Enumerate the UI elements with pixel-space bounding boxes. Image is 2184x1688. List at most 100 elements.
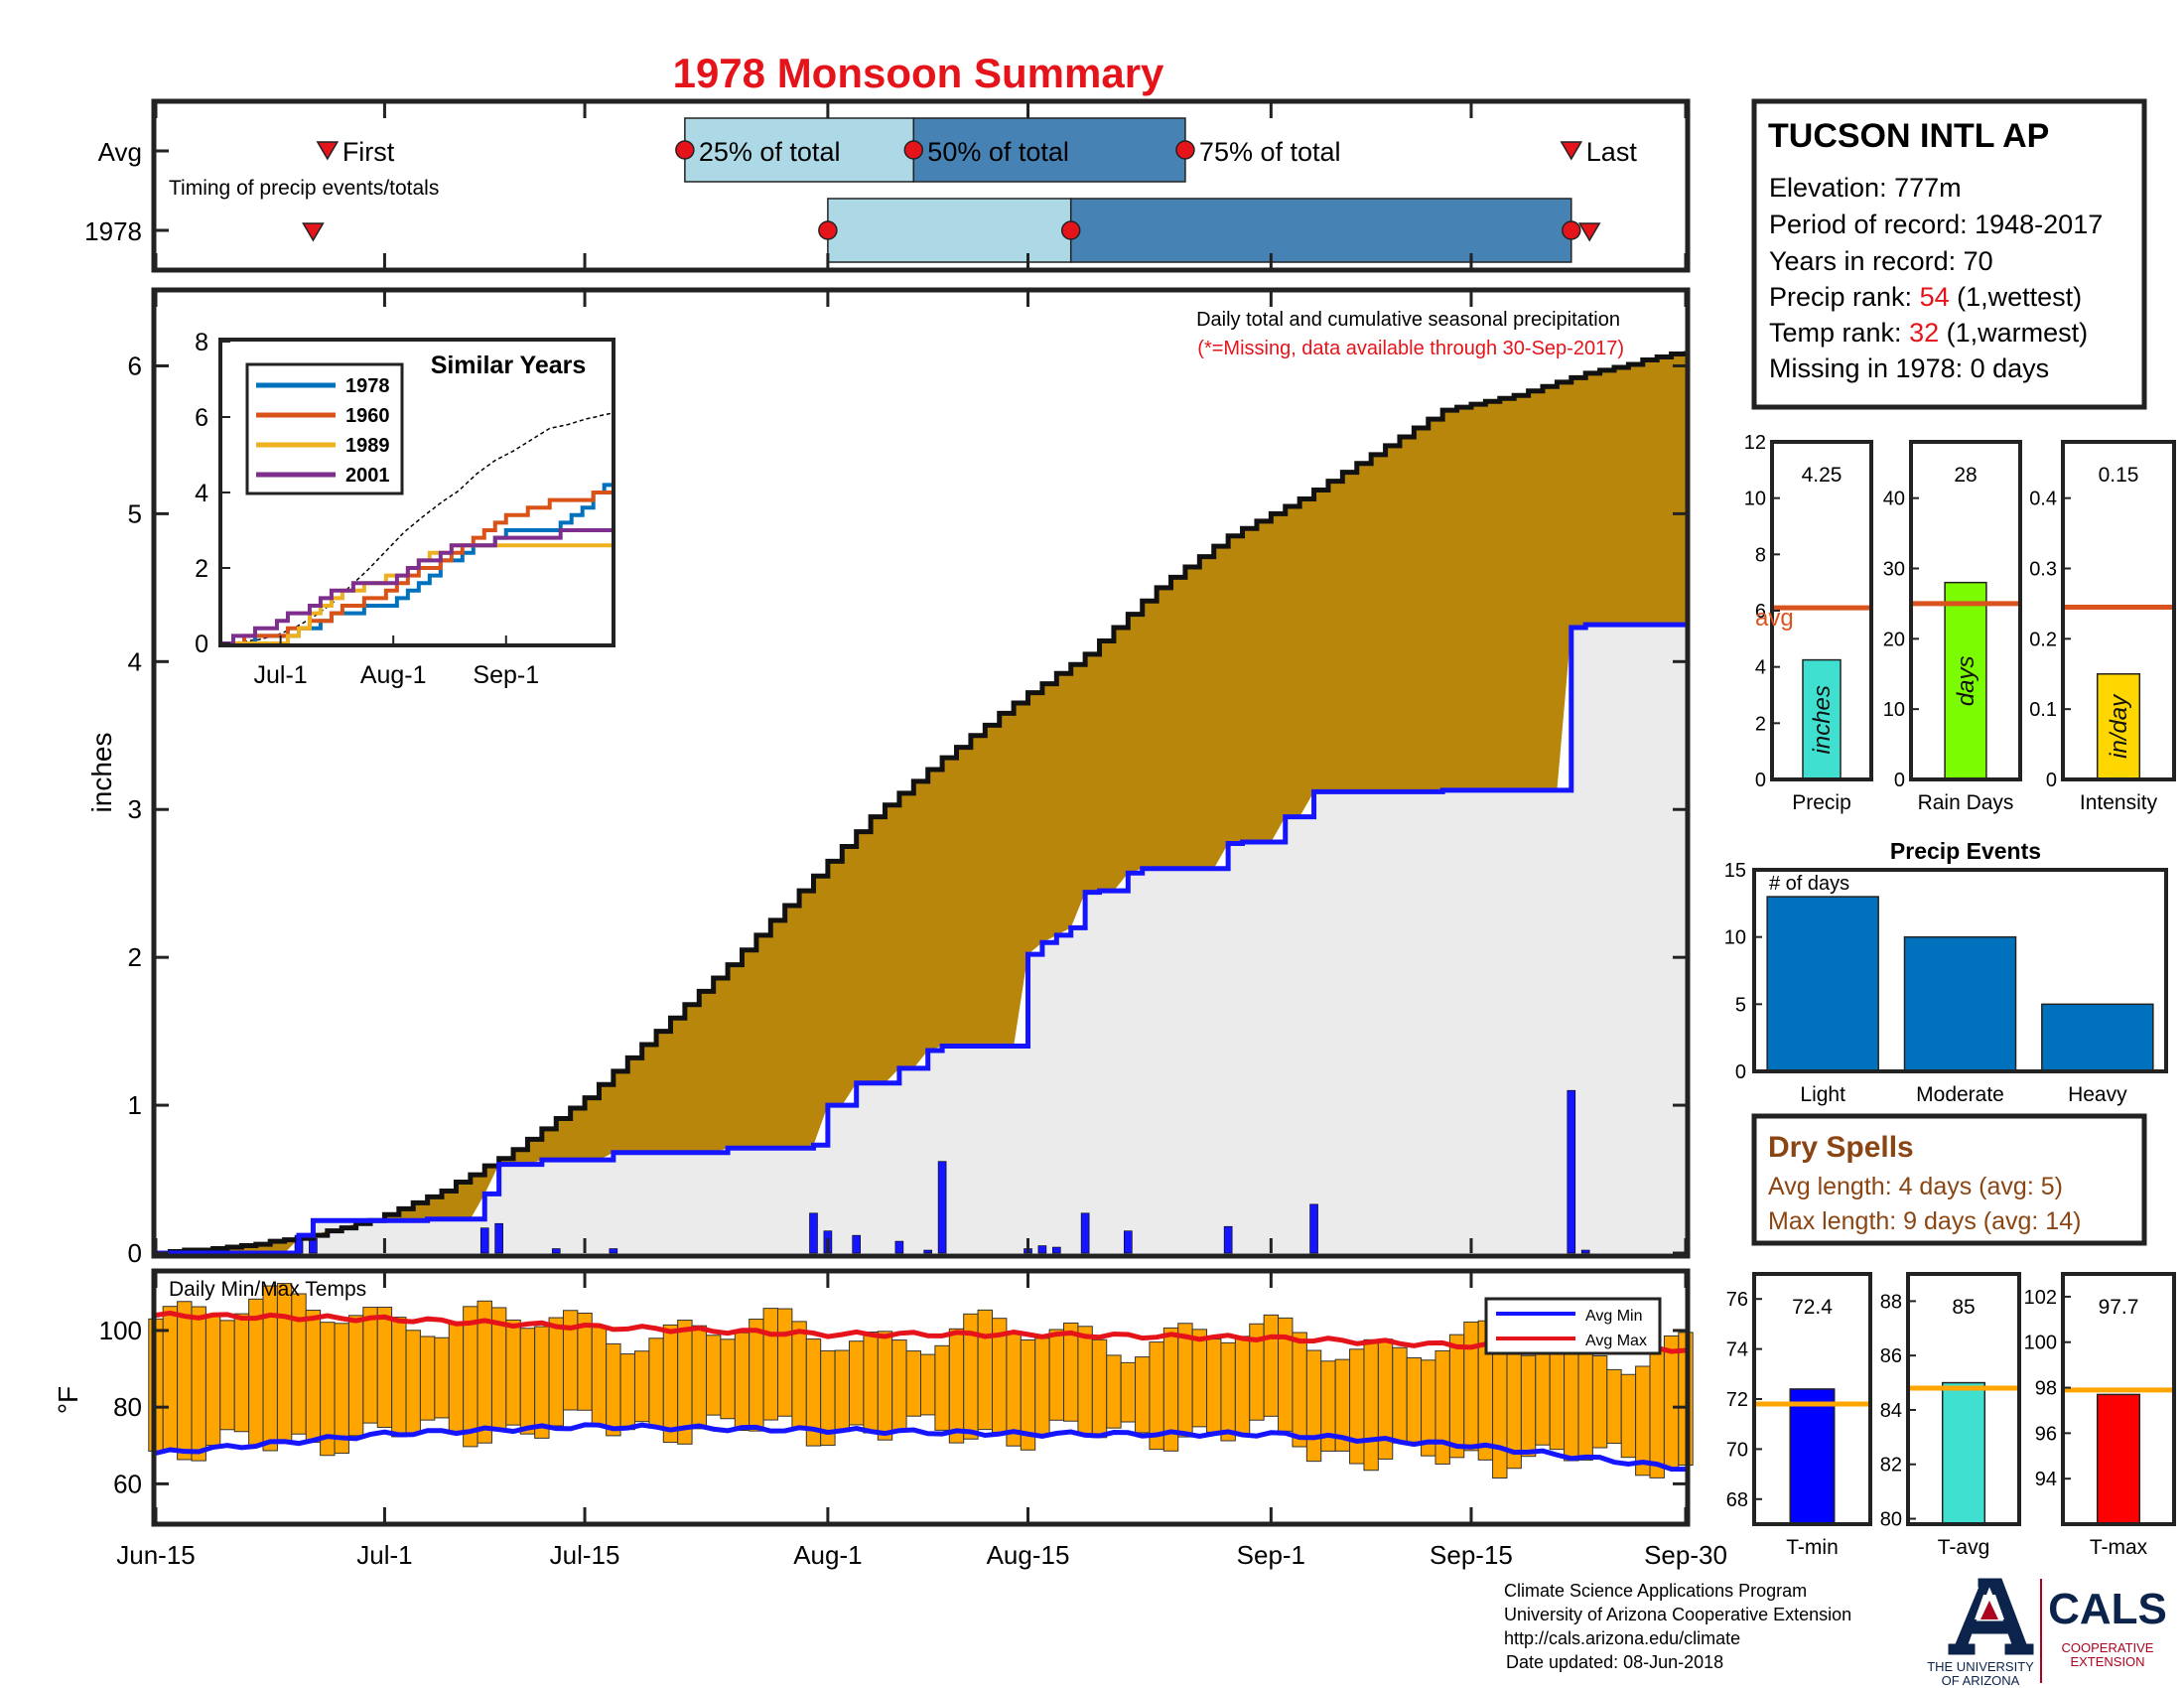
date-x-tick-label: Sep-1 <box>1237 1540 1305 1570</box>
daily-temp-bar <box>934 1344 950 1431</box>
daily-temp-bar <box>905 1350 922 1417</box>
event-y-tick-label: 15 <box>1724 860 1746 882</box>
precip-summary-tick-label: 10 <box>1744 489 1766 510</box>
event-y-tick-label: 10 <box>1724 927 1746 949</box>
footer-line-3: http://cals.arizona.edu/climate <box>1504 1628 1740 1648</box>
precip-y-tick-label: 0 <box>128 1238 142 1268</box>
precip-y-tick-label: 1 <box>128 1090 142 1120</box>
inset-title: Similar Years <box>431 352 587 379</box>
daily-temp-bar <box>1220 1341 1236 1442</box>
year-50-marker <box>1060 220 1081 240</box>
temp-y-tick-label: 80 <box>113 1392 142 1422</box>
page-title: 1978 Monsoon Summary <box>673 50 1164 96</box>
daily-temp-bar <box>1620 1373 1637 1459</box>
daily-precip-bar <box>852 1234 861 1254</box>
year-75-marker <box>1562 220 1581 240</box>
daily-temp-bar <box>1206 1338 1222 1433</box>
tavg-summary-tick-label: 88 <box>1880 1291 1902 1313</box>
daily-temp-bar <box>606 1342 621 1437</box>
event-category-label: Light <box>1800 1083 1845 1106</box>
daily-temp-bar <box>162 1306 179 1451</box>
tmin-summary-tick-label: 72 <box>1726 1389 1748 1411</box>
daily-temp-bar <box>405 1330 421 1434</box>
daily-temp-bar <box>1448 1334 1465 1459</box>
year-25-50-box <box>827 198 1072 263</box>
daily-temp-bar <box>1191 1329 1208 1428</box>
intensity-summary-tick-label: 0.1 <box>2029 699 2057 721</box>
daily-temp-bar <box>1077 1326 1093 1435</box>
precip-summary-tick-label: 4 <box>1755 657 1766 679</box>
tavg-summary-tick-label: 80 <box>1880 1509 1902 1531</box>
year-cumulative-line <box>156 622 1686 1256</box>
precip-events-ylabel: # of days <box>1769 873 1849 895</box>
tmax-summary-tick-label: 100 <box>2024 1333 2057 1354</box>
inset-y-ticks: 0 2 4 6 8 <box>195 329 230 658</box>
below-1978-area <box>156 625 1686 1253</box>
daily-temp-bar <box>1606 1368 1622 1445</box>
daily-temp-bar <box>1591 1354 1608 1449</box>
tavg-summary-tick-label: 82 <box>1880 1455 1902 1477</box>
timing-marks: First 25% of total 50% of total 75% of tota… <box>302 117 1637 263</box>
daily-temp-bar <box>791 1321 807 1431</box>
daily-temp-bar <box>1535 1352 1551 1446</box>
daily-temp-bar <box>219 1320 235 1431</box>
daily-temp-bar <box>205 1316 221 1447</box>
tmax-summary-bar <box>2096 1393 2141 1525</box>
daily-temp-bar <box>1434 1349 1450 1465</box>
daily-temp-bar <box>362 1307 378 1424</box>
temperature-chart: 60 80 100 °F Daily Min/Max Temps Avg Min A… <box>53 1268 1694 1527</box>
average-cumulative-line <box>156 351 1689 1256</box>
tmin-summary-axis-label: T-min <box>1786 1536 1839 1559</box>
station-temp-rank: Temp rank: 32 (1,warmest) <box>1769 318 2088 348</box>
tmin-summary-tick-label: 68 <box>1726 1489 1748 1511</box>
daily-temp-bar <box>248 1298 264 1447</box>
avg-first-label: First <box>342 137 395 167</box>
ua-logo-text-1: THE UNIVERSITY <box>1927 1659 2034 1674</box>
avg-25-label: 25% of total <box>699 137 841 167</box>
daily-temp-bar <box>1135 1356 1151 1434</box>
daily-temp-bar <box>1363 1338 1379 1472</box>
precip-y-tick-label: 6 <box>128 351 142 380</box>
daily-temp-bar <box>891 1339 907 1433</box>
event-category-label: Moderate <box>1916 1083 2004 1106</box>
daily-temp-bar <box>376 1307 393 1428</box>
daily-temp-bar <box>262 1285 278 1452</box>
year-last-marker-icon <box>1577 222 1601 242</box>
precip-chart-frame <box>151 287 1691 1259</box>
daily-temp-bar <box>1564 1338 1579 1462</box>
dry-spells-title: Dry Spells <box>1768 1131 1914 1164</box>
tmax-summary-frame <box>2061 1272 2176 1526</box>
arizona-a-icon <box>1948 1578 2034 1655</box>
inset-plot-area <box>221 412 613 645</box>
inset-legend-label: 1978 <box>345 375 390 397</box>
station-period: Period of record: 1948-2017 <box>1769 210 2103 239</box>
year-first-marker-icon <box>302 222 325 242</box>
timing-panel: First 25% of total 50% of total 75% of tota… <box>84 98 1691 273</box>
inset-y-tick-label: 4 <box>195 480 208 507</box>
daily-temp-bar <box>448 1321 465 1434</box>
daily-temp-bar <box>463 1306 478 1448</box>
precip-missing-note: (*=Missing, data available through 30-Se… <box>1197 338 1624 359</box>
station-elevation: Elevation: 777m <box>1769 173 1962 203</box>
intensity-summary-tick-label: 0.4 <box>2029 489 2057 510</box>
precip-summary-tick-label: 6 <box>1755 601 1766 623</box>
dry-spells-max-length: Max length: 9 days (avg: 14) <box>1768 1207 2081 1235</box>
daily-precip-bar <box>494 1222 503 1254</box>
intensity-summary-value-label: 0.15 <box>2099 464 2139 487</box>
tmax-summary-value-label: 97.7 <box>2099 1296 2139 1319</box>
station-info-box: TUCSON INTL AP Elevation: 777m Period of… <box>1751 98 2147 410</box>
daily-temp-bar <box>1091 1338 1108 1439</box>
precip-y-tick-label: 4 <box>128 646 142 676</box>
daily-temp-bar <box>347 1315 364 1437</box>
daily-temp-bar <box>762 1308 778 1421</box>
daily-temp-bar <box>291 1293 307 1435</box>
intensity-summary-tick-label: 0.3 <box>2029 559 2057 581</box>
precip-y-tick-label: 3 <box>128 794 142 824</box>
daily-temp-bar <box>848 1340 865 1426</box>
rain-days-summary-value-label: 28 <box>1954 464 1977 487</box>
daily-temp-bar <box>519 1328 536 1435</box>
daily-temp-bar <box>920 1353 936 1416</box>
daily-temp-bar <box>1520 1354 1537 1458</box>
avg-25-marker <box>675 140 695 160</box>
dry-spells-box: Dry Spells Avg length: 4 days (avg: 5) M… <box>1751 1113 2147 1246</box>
